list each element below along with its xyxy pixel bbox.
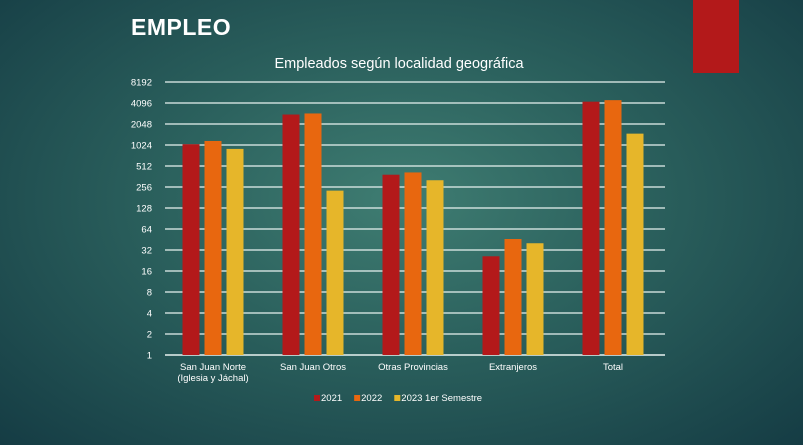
bar-2021 xyxy=(382,174,400,355)
bar-2022 xyxy=(404,172,422,355)
y-tick-label: 1 xyxy=(147,351,152,362)
y-tick-label: 4096 xyxy=(131,99,152,110)
bar-2022 xyxy=(204,140,222,355)
bar-2021 xyxy=(482,256,500,355)
x-tick-label: Extranjeros xyxy=(489,362,537,373)
bar-2021 xyxy=(182,144,200,355)
y-tick-label: 2 xyxy=(147,330,152,341)
y-tick-label: 256 xyxy=(136,183,152,194)
bar-2023-1er-semestre xyxy=(626,133,644,355)
y-tick-label: 2048 xyxy=(131,120,152,131)
legend-label: 2021 xyxy=(321,393,342,404)
bar-2023-1er-semestre xyxy=(226,148,244,355)
legend-swatch xyxy=(394,395,401,401)
bar-2022 xyxy=(604,100,622,355)
legend-swatch xyxy=(354,395,361,401)
bar-2021 xyxy=(582,101,600,355)
legend-label: 2022 xyxy=(361,393,382,404)
chart-title: Empleados según localidad geográfica xyxy=(274,56,524,72)
bar-2022 xyxy=(504,239,522,355)
bar-2023-1er-semestre xyxy=(426,180,444,355)
accent-rectangle xyxy=(693,0,739,73)
y-tick-label: 32 xyxy=(141,246,152,257)
x-tick-label: San Juan Otros xyxy=(280,362,346,373)
bar-2023-1er-semestre xyxy=(526,243,544,355)
legend-swatch xyxy=(314,395,320,401)
y-tick-label: 16 xyxy=(141,267,152,278)
y-tick-label: 64 xyxy=(141,225,152,236)
y-tick-label: 8 xyxy=(147,288,152,299)
y-tick-label: 512 xyxy=(136,162,152,173)
x-tick-label: (Iglesia y Jáchal) xyxy=(177,373,248,384)
y-tick-label: 4 xyxy=(147,309,152,320)
bar-2023-1er-semestre xyxy=(326,190,344,355)
slide-title: EMPLEO xyxy=(131,14,232,40)
legend-label: 2023 1er Semestre xyxy=(401,393,482,404)
x-tick-label: San Juan Norte xyxy=(180,362,246,373)
y-tick-label: 8192 xyxy=(131,78,152,89)
x-tick-label: Total xyxy=(603,362,623,373)
x-tick-label: Otras Provincias xyxy=(378,362,448,373)
bar-2021 xyxy=(282,114,300,355)
bar-2022 xyxy=(304,113,322,355)
y-tick-label: 1024 xyxy=(131,141,152,152)
y-tick-label: 128 xyxy=(136,204,152,215)
